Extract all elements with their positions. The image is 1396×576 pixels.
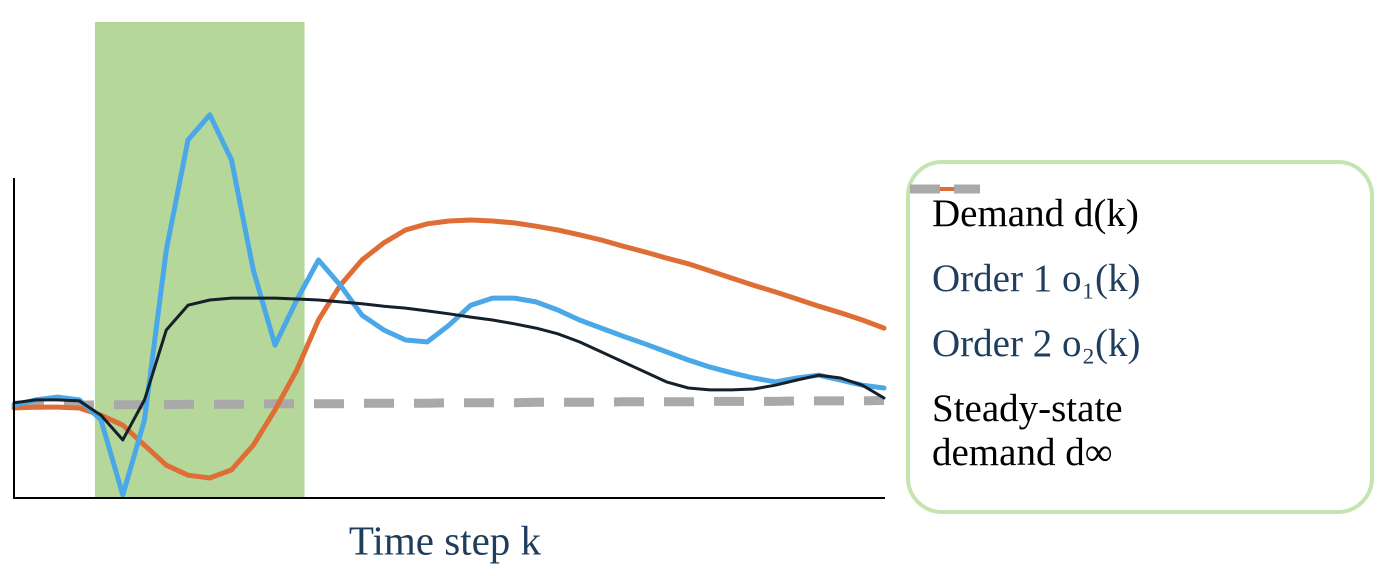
- legend-entry: Order 1 o₁(k): [910, 187, 1350, 301]
- series-line: [11, 112, 887, 498]
- legend: Demand d(k) Order 1 o₁(k) Order 2 o₂(k) Ste…: [906, 160, 1374, 514]
- legend-entry: Order 2 o₂(k): [910, 187, 1350, 366]
- legend-label: Order 1 o₁(k): [932, 257, 1141, 300]
- plot-area: [11, 22, 887, 498]
- legend-entry: Demand d(k): [910, 187, 1350, 236]
- legend-label: Order 2 o₂(k): [932, 322, 1141, 365]
- series-line: [11, 217, 887, 481]
- legend-entry: Steady-state demand d∞: [910, 184, 1350, 475]
- legend-label: Demand d(k): [932, 192, 1139, 235]
- chart: Time step k: [11, 22, 887, 563]
- x-axis-label: Time step k: [349, 517, 542, 563]
- legend-swatch: [910, 184, 980, 194]
- legend-label: Steady-state demand d∞: [932, 387, 1123, 474]
- series-line: [14, 395, 885, 410]
- series-line: [12, 296, 886, 442]
